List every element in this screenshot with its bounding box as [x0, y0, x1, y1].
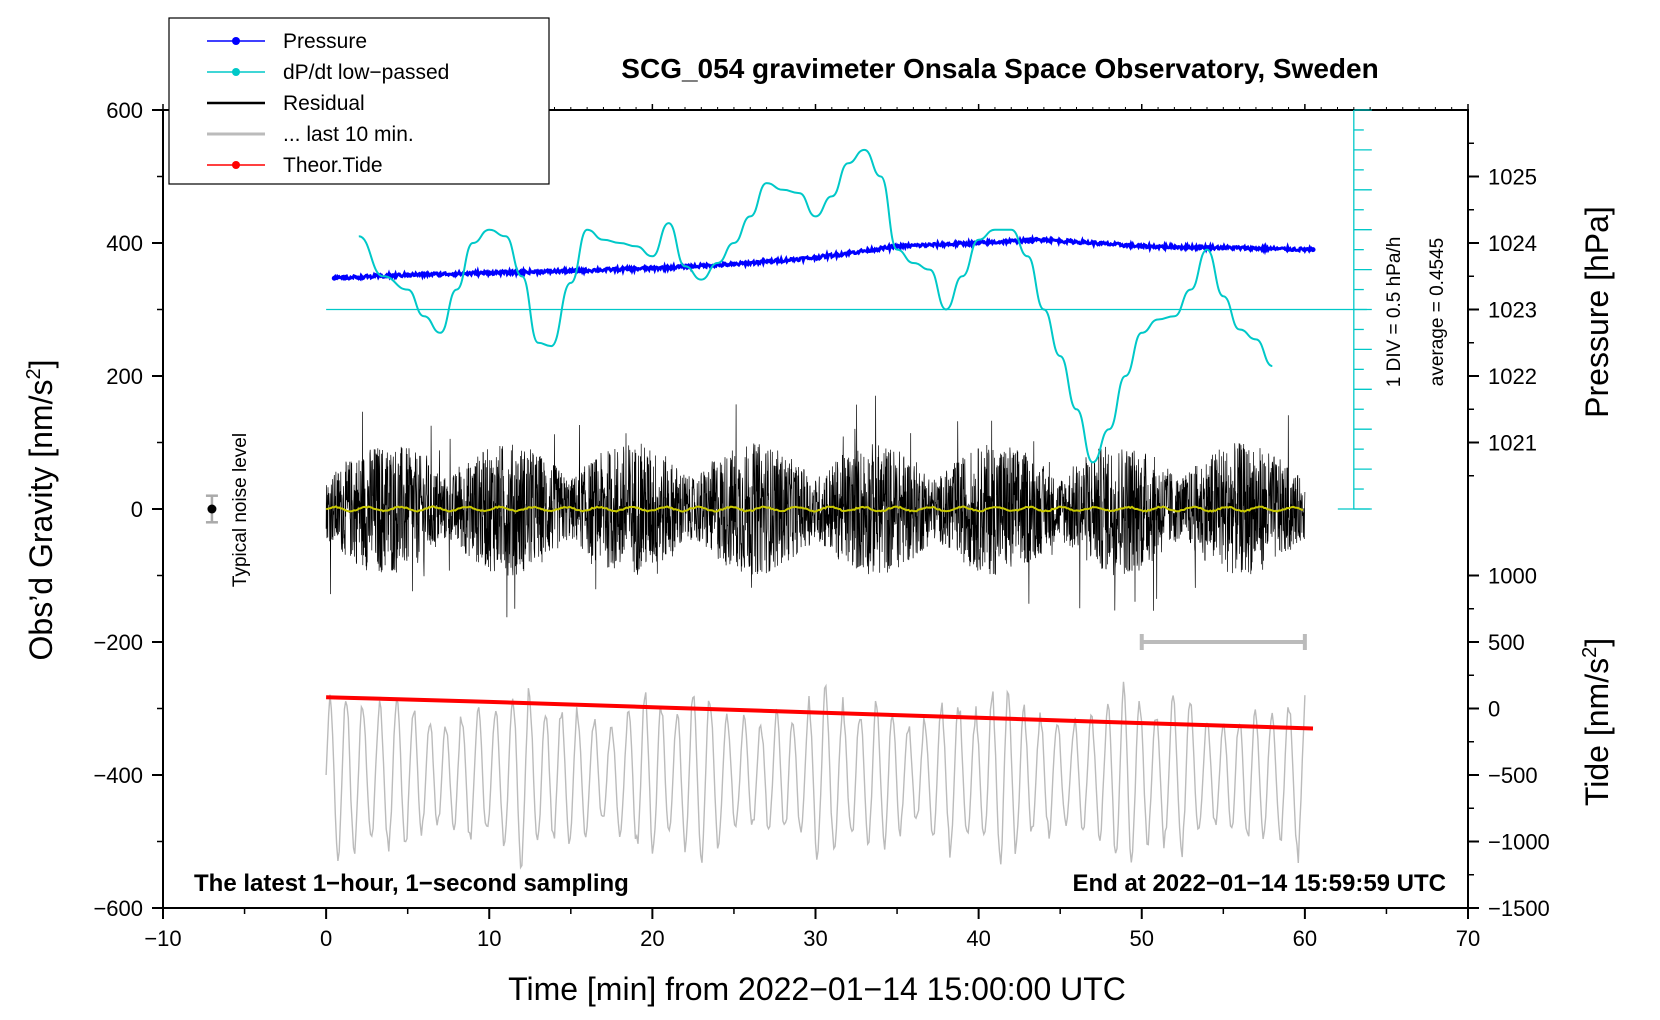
- chart-title: SCG_054 gravimeter Onsala Space Observat…: [621, 53, 1378, 84]
- pressure-point: [976, 240, 982, 246]
- last-10-min-series: [325, 681, 1306, 870]
- pressure-line: [333, 233, 1315, 282]
- tide-axis: 1000 500 0 −500 −1000 −1500: [1468, 564, 1550, 921]
- x-tick-label: 30: [803, 926, 827, 951]
- residual-smoothed-series: [325, 505, 1304, 513]
- y-tick-label: −600: [93, 896, 143, 921]
- pressure-point: [486, 270, 492, 276]
- x-tick-label: 40: [966, 926, 990, 951]
- pressure-axis: 1025 1024 1023 1022 1021: [1468, 142, 1537, 477]
- dpdt-line: [358, 148, 1273, 464]
- x-tick-label: 70: [1456, 926, 1480, 951]
- gravity-axis: 600 400 200 0 −200 −400 −600: [93, 98, 163, 921]
- tide-tick-label: −1500: [1488, 896, 1550, 921]
- tide-tick-label: 0: [1488, 697, 1500, 722]
- legend-marker: [232, 37, 240, 45]
- pressure-point: [405, 272, 411, 278]
- x-axis-title: Time [min] from 2022−01−14 15:00:00 UTC: [508, 971, 1126, 1007]
- pressure-point: [1139, 243, 1145, 249]
- legend-box: [168, 17, 550, 185]
- y-tick-label: 600: [106, 98, 143, 123]
- pressure-point: [1220, 245, 1226, 251]
- legend-label: dP/dt low−passed: [283, 61, 449, 84]
- residual-smoothed-line: [325, 505, 1304, 513]
- y-tick-label: −200: [93, 630, 143, 655]
- pressure-point: [568, 268, 574, 274]
- y-tick-label: 0: [131, 497, 143, 522]
- tide-tick-label: −500: [1488, 763, 1538, 788]
- x-tick-label: 20: [640, 926, 664, 951]
- y-tick-label: −400: [93, 763, 143, 788]
- y-tick-label: 200: [106, 364, 143, 389]
- noise-level-label: Typical noise level: [230, 433, 251, 587]
- pressure-tick-label: 1022: [1488, 364, 1537, 389]
- dpdt-scale-axis: [326, 109, 1372, 510]
- tide-tick-label: 500: [1488, 630, 1525, 655]
- pressure-axis-title: Pressure [hPa]: [1579, 206, 1615, 418]
- legend: Pressure dP/dt low−passed Residual ... last…: [168, 17, 550, 185]
- legend-label: ... last 10 min.: [283, 123, 414, 146]
- pressure-point: [813, 255, 818, 261]
- dpdt-series: [358, 148, 1273, 464]
- pressure-tick-label: 1024: [1488, 231, 1537, 256]
- tide-line: [326, 695, 1314, 731]
- legend-marker: [232, 161, 240, 169]
- pressure-tick-label: 1021: [1488, 431, 1537, 456]
- pressure-series: [331, 233, 1316, 282]
- tide-axis-title: Tide [nm/s2]: [1579, 638, 1615, 806]
- tide-tick-label: 1000: [1488, 564, 1537, 589]
- pressure-tick-label: 1025: [1488, 165, 1537, 190]
- x-tick-label: 0: [320, 926, 332, 951]
- y-tick-label: 400: [106, 231, 143, 256]
- legend-label: Residual: [283, 92, 365, 115]
- sampling-note: The latest 1−hour, 1−second sampling: [194, 870, 629, 897]
- residual-series: [325, 395, 1306, 618]
- x-tick-label: 10: [477, 926, 501, 951]
- noise-level-dot: [207, 504, 217, 514]
- residual-line: [325, 395, 1306, 618]
- x-tick-label: 60: [1293, 926, 1317, 951]
- last-10-min-line: [325, 681, 1306, 870]
- end-time-note: End at 2022−01−14 15:59:59 UTC: [1072, 870, 1446, 897]
- tide-series: [326, 695, 1314, 731]
- pressure-point: [1041, 237, 1047, 243]
- legend-label: Pressure: [283, 30, 367, 53]
- x-axis: −10 0 10 20 30 40 50 60 70: [144, 104, 1480, 951]
- legend-label: Theor.Tide: [283, 154, 383, 177]
- pressure-point: [331, 275, 337, 281]
- pressure-point: [649, 265, 655, 271]
- pressure-tick-label: 1023: [1488, 298, 1537, 323]
- pressure-point: [1310, 247, 1316, 253]
- gravity-axis-title: Obs’d Gravity [nm/s2]: [23, 360, 59, 661]
- tide-tick-label: −1000: [1488, 830, 1550, 855]
- dpdt-average-label: average = 0.4545: [1427, 238, 1448, 386]
- annotation-marks: [205, 494, 1307, 650]
- dpdt-scale-label: 1 DIV = 0.5 hPa/h: [1384, 237, 1405, 388]
- pressure-point: [731, 261, 737, 267]
- legend-marker: [232, 68, 240, 76]
- x-tick-label: −10: [144, 926, 181, 951]
- x-tick-label: 50: [1130, 926, 1154, 951]
